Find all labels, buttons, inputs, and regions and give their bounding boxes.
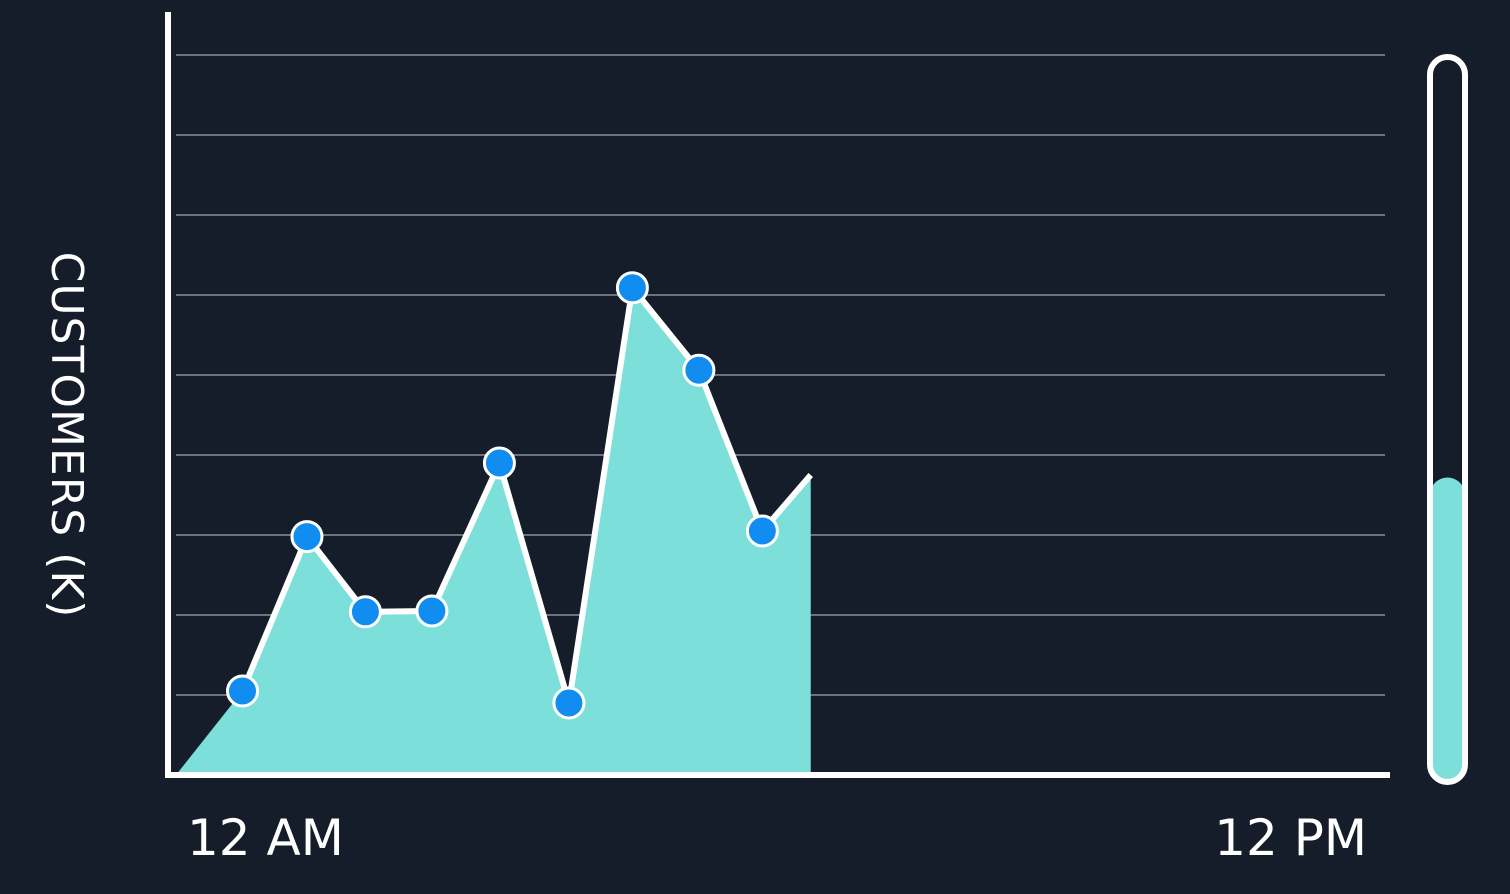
data-points [225,271,779,720]
data-point [615,271,649,305]
series-polyline [239,280,813,704]
y-axis-label: CUSTOMERS (K) [41,252,92,619]
x-tick-label-end: 12 PM [1214,809,1367,867]
data-point [745,514,779,548]
level-gauge-fill [1430,477,1465,782]
data-point [682,353,716,387]
area-fill [176,287,811,775]
series-line [239,280,813,704]
data-point [552,686,586,720]
level-gauge-frame [1427,54,1468,785]
x-tick-label-start: 12 AM [187,809,344,867]
axes [165,12,1390,778]
data-point [415,594,449,628]
data-point [482,446,516,480]
data-point [290,520,324,554]
series-area [176,287,811,775]
data-point [348,595,382,629]
data-point [225,674,259,708]
level-gauge [1427,54,1468,785]
